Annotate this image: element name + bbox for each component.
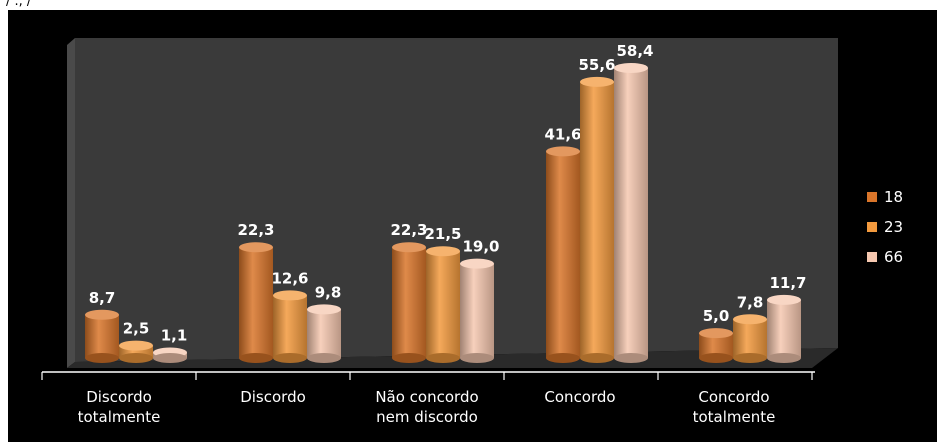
bar-cap-23-3 [580,76,614,87]
bar-base-66-1 [307,353,341,363]
bar-cap-66-2 [460,258,494,269]
bar-base-23-4 [733,353,767,363]
data-label: 9,8 [315,283,342,301]
bar-cap-66-4 [767,294,801,305]
data-label: 8,7 [89,289,116,307]
data-label: 58,4 [616,42,653,60]
bar-base-23-3 [580,353,614,363]
bar-base-18-1 [239,353,273,363]
bar-23-1 [273,295,307,358]
bar-base-18-0 [85,353,119,363]
bar-cap-66-1 [307,304,341,315]
bar-cap-23-4 [733,314,767,325]
bar-base-23-1 [273,353,307,363]
bar-cap-23-2 [426,246,460,257]
legend-label-18: 18 [884,188,903,206]
bar-cap-18-2 [392,242,426,253]
bar-base-23-0 [119,353,153,363]
bar-66-1 [307,309,341,358]
legend-swatch-18 [867,192,877,202]
bar-base-18-2 [392,353,426,363]
bar-base-66-0 [153,353,187,363]
bar-18-2 [392,247,426,358]
data-label: 11,7 [769,274,806,292]
x-tick-label: Discordo [86,388,152,406]
data-label: 12,6 [271,269,308,287]
bar-base-18-3 [546,353,580,363]
bar-cap-66-3 [614,62,648,73]
bar-cap-18-0 [85,309,119,320]
bar-cap-18-4 [699,328,733,339]
data-label: 22,3 [390,221,427,239]
bar-cap-23-0 [119,340,153,351]
bar-base-18-4 [699,353,733,363]
data-label: 19,0 [462,238,499,256]
legend-label-23: 23 [884,218,903,236]
x-tick-label: totalmente [78,408,161,426]
bar-23-4 [733,319,767,358]
bar-cap-18-3 [546,146,580,157]
x-tick-label: Concordo [544,388,615,406]
data-label: 22,3 [237,221,274,239]
bar-18-0 [85,314,119,358]
data-label: 21,5 [424,225,461,243]
bar-18-3 [546,151,580,358]
data-label: 41,6 [544,125,581,143]
x-tick-label: Concordo [698,388,769,406]
x-tick-label: Não concordo [375,388,478,406]
bar-base-66-4 [767,353,801,363]
x-tick-label: totalmente [693,408,776,426]
legend-swatch-23 [867,222,877,232]
legend-swatch-66 [867,252,877,262]
data-label: 7,8 [737,293,764,311]
bar-66-4 [767,299,801,358]
top-mark-text: / ., / [6,0,32,9]
data-label: 2,5 [123,320,150,338]
x-tick-label: nem discordo [376,408,478,426]
bar-cap-18-1 [239,242,273,253]
legend-label-66: 66 [884,248,903,266]
data-label: 55,6 [578,56,615,74]
data-label: 1,1 [161,327,188,345]
bar-23-3 [580,81,614,358]
bar-base-66-3 [614,353,648,363]
bar-66-2 [460,263,494,358]
bar-18-1 [239,247,273,358]
bar-base-23-2 [426,353,460,363]
bar-cap-23-1 [273,290,307,301]
data-label: 5,0 [703,307,730,325]
bar-66-3 [614,67,648,359]
x-tick-label: Discordo [240,388,306,406]
bar-base-66-2 [460,353,494,363]
bar-23-2 [426,251,460,358]
chart-side-wall [67,38,75,368]
